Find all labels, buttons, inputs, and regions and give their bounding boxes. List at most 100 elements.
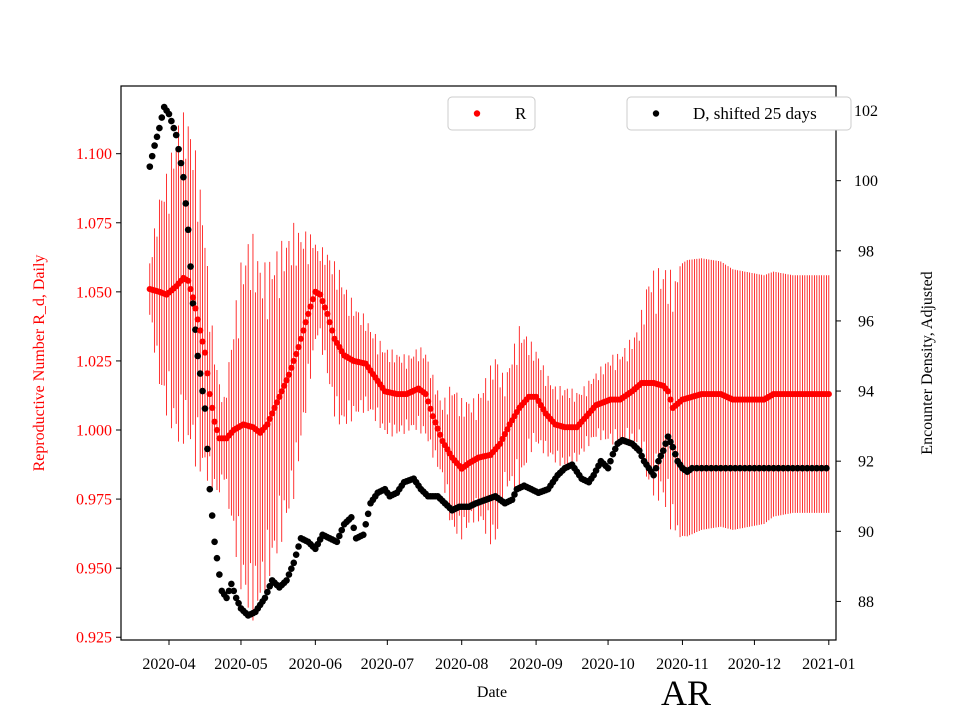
d-points: [146, 103, 830, 619]
left-y-tick-label: 0.950: [76, 561, 112, 578]
d-point: [688, 464, 696, 472]
d-point: [736, 464, 744, 472]
d-point: [703, 464, 710, 472]
x-tick-label: 2020-04: [142, 656, 195, 673]
d-point: [192, 326, 199, 333]
r-point: [504, 426, 511, 433]
d-point: [206, 485, 214, 493]
d-point: [208, 512, 216, 519]
r-point: [437, 431, 444, 438]
x-tick-label: 2020-09: [509, 656, 562, 673]
r-point: [295, 344, 302, 351]
d-point: [360, 531, 367, 539]
left-y-tick-label: 1.100: [76, 146, 112, 163]
d-point: [288, 565, 295, 573]
left-y-tick-label: 1.000: [76, 423, 112, 440]
r-point: [192, 305, 199, 312]
legend-d-label: D, shifted 25 days: [693, 104, 817, 123]
x-tick-label: 2020-11: [656, 656, 709, 673]
d-point: [659, 447, 667, 454]
r-point: [326, 319, 333, 326]
d-point: [609, 450, 617, 458]
d-point: [607, 457, 614, 465]
d-point: [151, 142, 158, 149]
d-point: [232, 594, 240, 602]
d-point: [638, 452, 645, 460]
r-point: [281, 382, 288, 389]
r-point: [499, 435, 506, 443]
right-y-tick-label: 100: [854, 173, 878, 190]
d-point: [194, 352, 202, 360]
d-point: [667, 438, 674, 446]
d-point: [261, 594, 269, 602]
r-point: [302, 319, 309, 326]
d-point: [650, 471, 657, 479]
r-point: [288, 364, 295, 371]
r-point: [422, 390, 429, 398]
d-point: [204, 445, 211, 453]
d-point: [765, 464, 773, 472]
r-point: [199, 338, 206, 345]
r-point: [825, 390, 832, 398]
d-point: [693, 464, 701, 472]
d-point: [148, 152, 156, 160]
d-point: [717, 464, 725, 472]
r-point: [209, 404, 216, 412]
r-point: [189, 294, 197, 301]
right-y-tick-label: 102: [854, 103, 878, 120]
r-point: [427, 405, 434, 412]
x-tick-label: 2020-06: [289, 656, 342, 673]
d-point: [799, 464, 806, 472]
d-point: [731, 464, 739, 472]
d-point: [808, 464, 816, 472]
d-point: [216, 571, 223, 578]
plot-background: [121, 86, 836, 640]
left-y-tick-label: 0.925: [76, 630, 112, 647]
r-point: [201, 349, 209, 356]
x-axis: 2020-04 2020-05 2020-06 2020-07 2020-08 2020-…: [142, 640, 855, 673]
left-y-axis-title: Reproductive Number R_d, Daily: [31, 255, 48, 472]
d-point: [803, 464, 811, 472]
r-point: [329, 327, 336, 334]
x-tick-label: 2020-07: [361, 656, 414, 673]
r-point: [269, 410, 276, 417]
d-point: [746, 464, 753, 472]
right-y-tick-label: 88: [858, 594, 874, 611]
d-point: [283, 577, 290, 584]
d-point: [201, 405, 209, 412]
d-point: [794, 464, 801, 472]
legend-r: R: [447, 96, 536, 131]
left-y-tick-label: 1.025: [76, 353, 112, 370]
x-tick-label: 2020-10: [581, 656, 634, 673]
d-point: [813, 464, 821, 472]
r-point: [425, 398, 432, 405]
r-point: [285, 371, 293, 378]
d-point: [652, 464, 660, 472]
d-point: [235, 599, 242, 607]
d-point: [779, 464, 787, 472]
d-point: [789, 464, 797, 472]
d-point: [511, 491, 518, 498]
d-point: [818, 464, 825, 472]
legend-r-box: [447, 96, 536, 131]
d-point: [266, 582, 274, 590]
left-y-tick-label: 1.075: [76, 215, 112, 232]
x-tick-label: 2020-05: [214, 656, 267, 673]
r-point: [271, 404, 278, 412]
r-point: [276, 393, 283, 400]
r-point: [434, 425, 441, 432]
d-point: [760, 464, 768, 472]
r-point: [664, 388, 672, 395]
r-point: [204, 370, 211, 377]
d-point: [722, 464, 729, 472]
d-point: [189, 300, 197, 307]
d-point: [635, 447, 643, 454]
d-point: [727, 464, 734, 472]
d-point: [146, 163, 154, 170]
right-y-tick-label: 98: [858, 243, 874, 260]
r-point: [317, 291, 324, 298]
d-point: [669, 443, 677, 451]
d-point: [508, 496, 516, 504]
d-point: [230, 587, 238, 595]
d-point: [775, 464, 782, 472]
